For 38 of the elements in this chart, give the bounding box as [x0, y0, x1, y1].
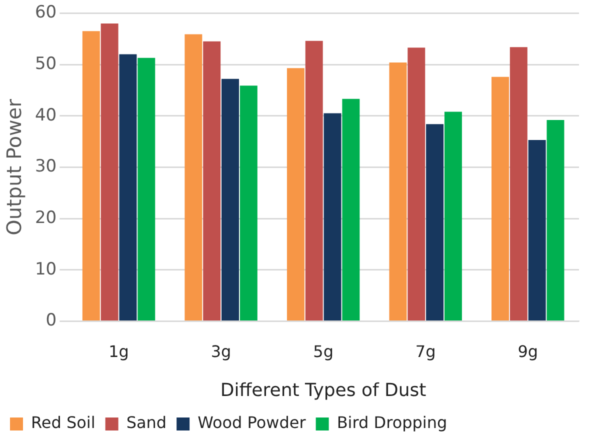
- y-tick-label: 20: [34, 208, 57, 228]
- x-tick-label: 5g: [313, 342, 334, 361]
- legend-label: Red Soil: [31, 413, 96, 432]
- y-tick-label: 60: [34, 2, 57, 23]
- bar: [286, 68, 304, 320]
- bar: [324, 113, 342, 320]
- x-axis-title: Different Types of Dust: [220, 380, 426, 401]
- bar: [546, 120, 564, 320]
- x-tick-label: 7g: [415, 342, 436, 361]
- y-tick-label: 0: [46, 310, 57, 331]
- bar: [119, 54, 137, 320]
- bar: [528, 140, 546, 320]
- bar: [342, 98, 360, 320]
- x-tick-label: 3g: [210, 342, 232, 361]
- y-axis-title: Output Power: [2, 98, 26, 236]
- bar: [222, 78, 239, 320]
- y-tick-label: 50: [34, 54, 57, 74]
- bar: [510, 47, 528, 320]
- bar: [426, 124, 444, 320]
- bar: [82, 31, 100, 320]
- x-tick-label: 1g: [108, 342, 129, 361]
- bar: [389, 62, 407, 320]
- legend-label: Sand: [126, 413, 167, 432]
- legend-label: Wood Powder: [198, 413, 306, 432]
- bar: [444, 112, 462, 320]
- y-tick-label: 10: [34, 259, 57, 280]
- y-tick-label: 40: [34, 105, 57, 126]
- bar: [408, 48, 426, 320]
- x-tick-label: 9g: [518, 342, 538, 361]
- bar: [100, 23, 118, 320]
- y-tick-label: 30: [34, 156, 57, 177]
- bar: [203, 41, 221, 320]
- legend-label: Bird Dropping: [336, 413, 448, 432]
- bar: [305, 40, 323, 320]
- bar: [138, 58, 156, 320]
- bar: [240, 86, 258, 320]
- bar: [492, 76, 509, 320]
- bar: [184, 34, 202, 320]
